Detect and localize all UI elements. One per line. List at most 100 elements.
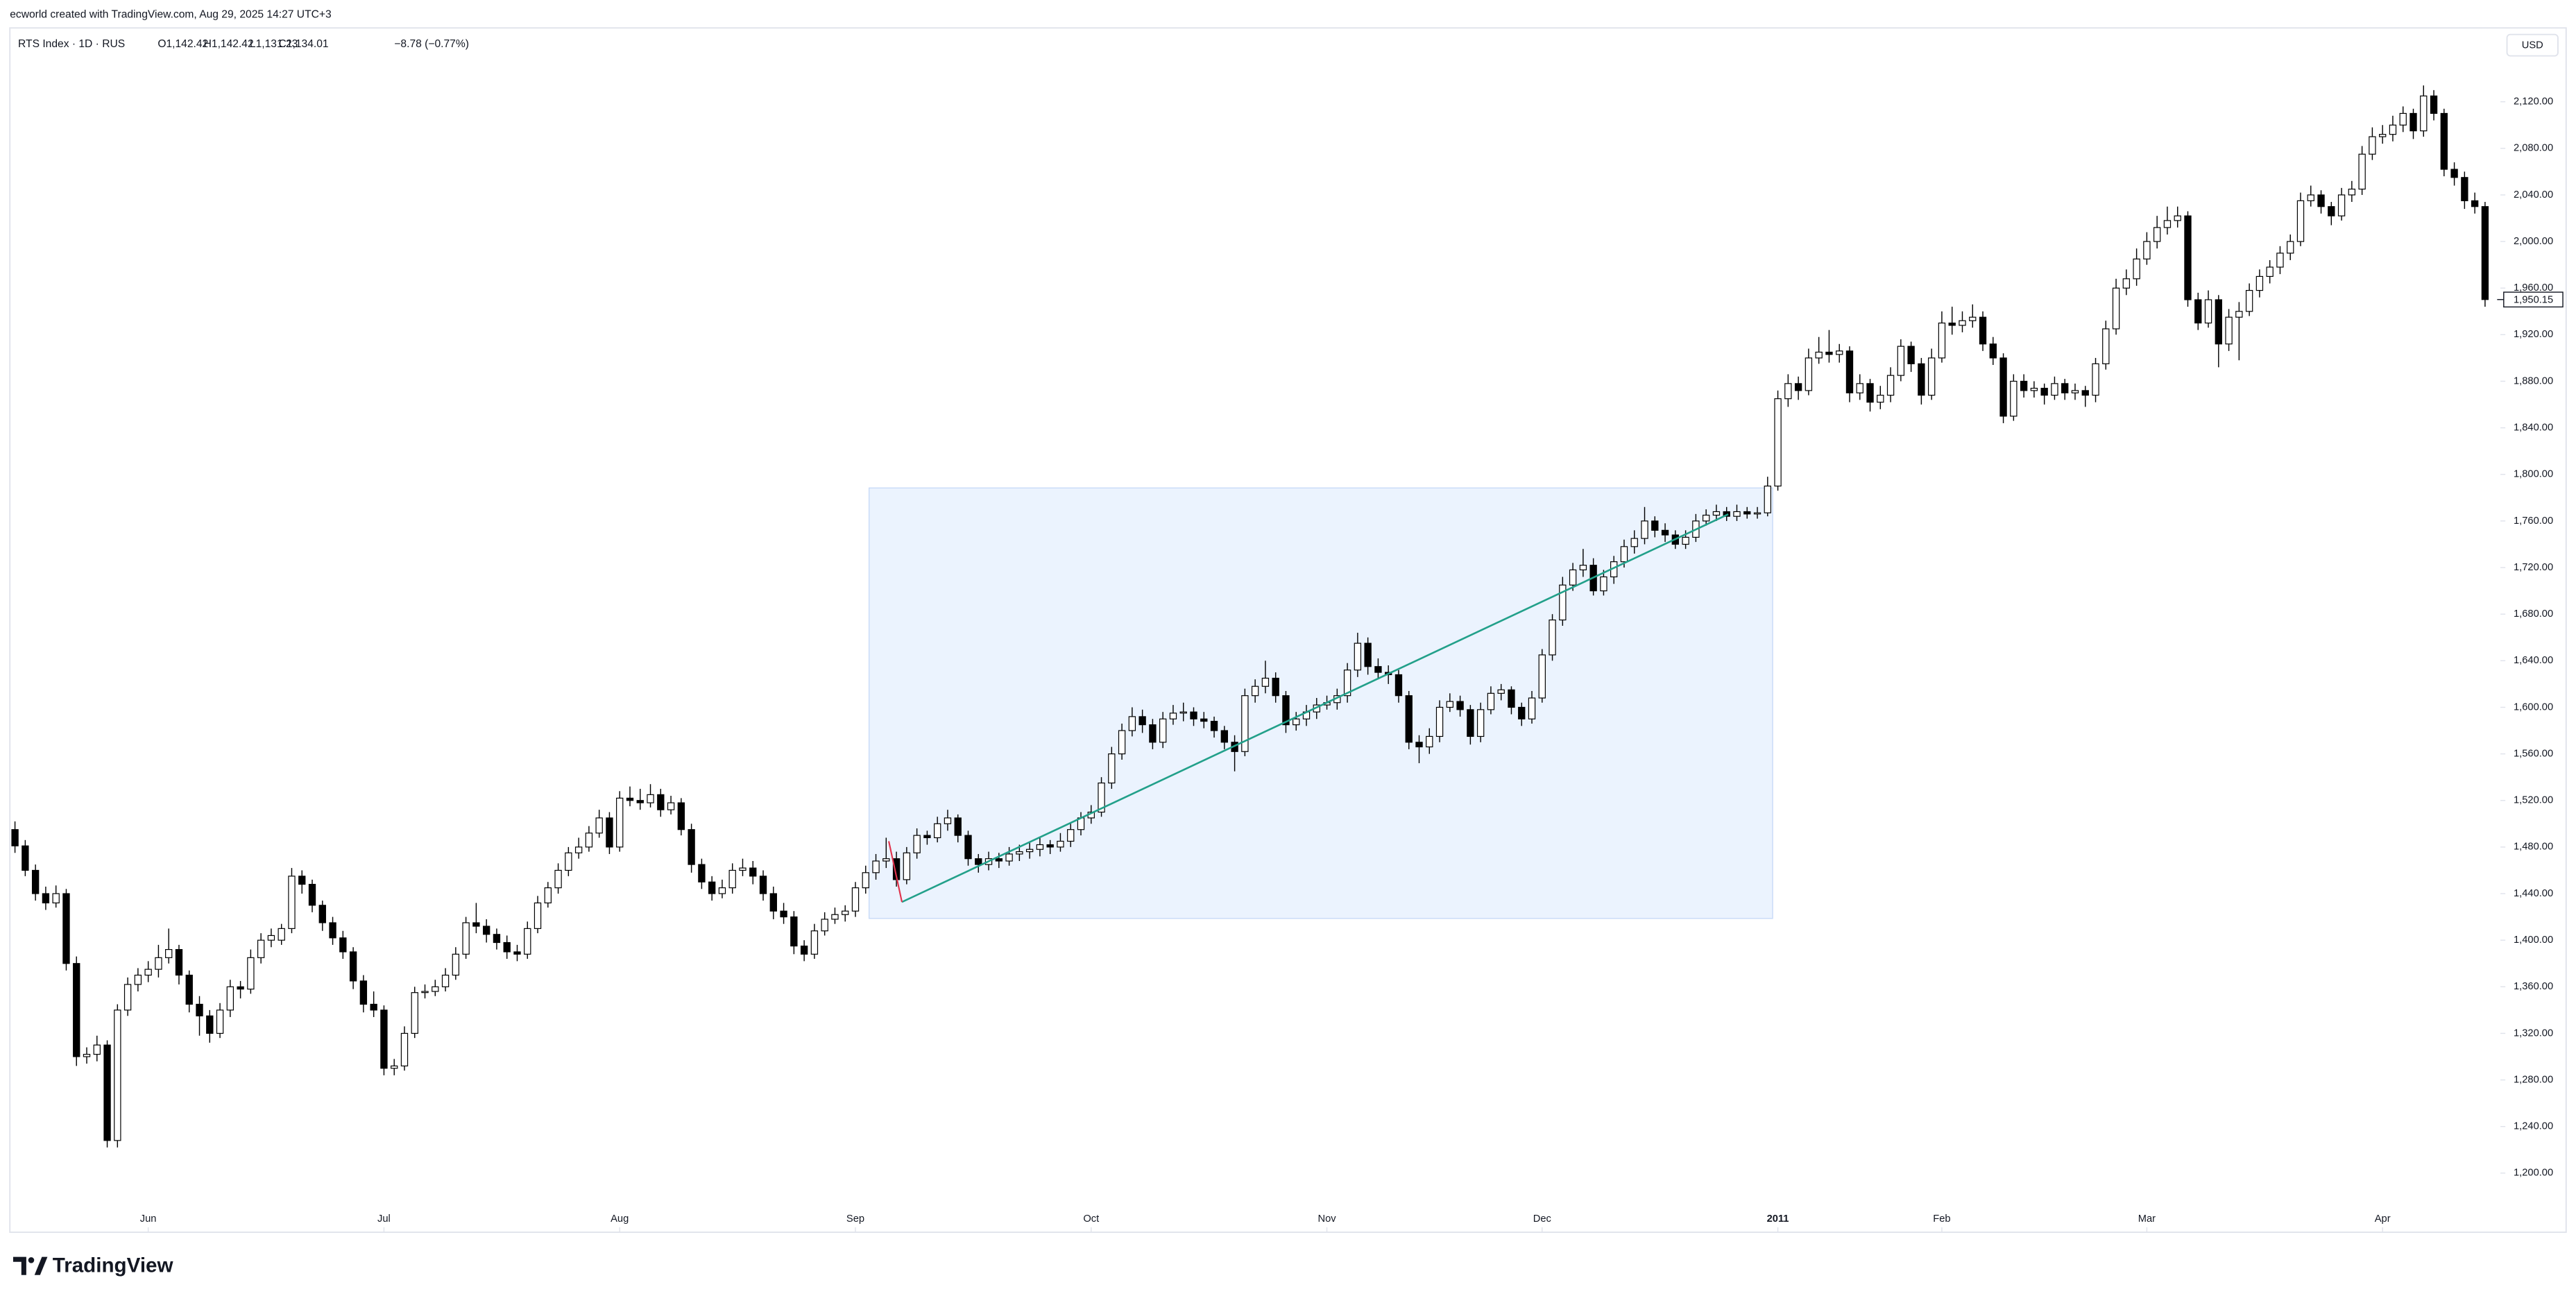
y-tick-label: 2,040.00 bbox=[2514, 189, 2553, 201]
candle-body bbox=[1528, 697, 1536, 719]
candle-body bbox=[524, 928, 531, 955]
candle-body bbox=[1025, 849, 1034, 853]
ohlc-close: C1,134.01 bbox=[279, 38, 329, 50]
candle-body bbox=[913, 835, 921, 853]
logo-slash bbox=[34, 1256, 48, 1275]
candle-body bbox=[1016, 851, 1023, 855]
trend-line bbox=[901, 513, 1729, 903]
candle-body bbox=[882, 858, 890, 862]
candle-body bbox=[718, 887, 726, 894]
candle-body bbox=[759, 876, 767, 894]
candle-body bbox=[1897, 346, 1905, 376]
candle-body bbox=[1999, 357, 2007, 417]
candle-body bbox=[831, 914, 839, 920]
candle-body bbox=[185, 974, 193, 1005]
candle-body bbox=[1600, 576, 1607, 592]
currency[interactable]: USD bbox=[2522, 40, 2543, 51]
candle-body bbox=[349, 951, 357, 982]
candle-body bbox=[2174, 215, 2181, 221]
y-tick-label: 1,400.00 bbox=[2514, 935, 2553, 946]
candle-body bbox=[1856, 383, 1863, 393]
y-tick-label: 1,680.00 bbox=[2514, 608, 2553, 620]
currency-box[interactable] bbox=[2506, 33, 2559, 57]
candle-body bbox=[513, 951, 521, 955]
candle-body bbox=[1733, 511, 1741, 517]
candle-body bbox=[1630, 538, 1638, 547]
candle-body bbox=[1559, 584, 1567, 621]
candle-body bbox=[493, 934, 501, 944]
candle-body bbox=[2420, 95, 2428, 132]
candle-body bbox=[2296, 200, 2305, 242]
candle-body bbox=[196, 1003, 203, 1016]
candle-body bbox=[73, 963, 80, 1057]
y-tick-label: 1,560.00 bbox=[2514, 748, 2553, 759]
candle-body bbox=[636, 800, 644, 803]
candle-body bbox=[2440, 112, 2448, 170]
candle-body bbox=[2204, 299, 2212, 324]
candle-body bbox=[964, 835, 972, 860]
candle-body bbox=[123, 984, 132, 1011]
candle-body bbox=[359, 980, 368, 1005]
candle-body bbox=[1661, 529, 1669, 536]
candle-body bbox=[698, 864, 706, 883]
candle-body bbox=[2337, 194, 2346, 216]
candle-body bbox=[821, 919, 828, 932]
candle-body bbox=[134, 974, 142, 985]
candle-body bbox=[411, 992, 418, 1034]
candle-body bbox=[1067, 829, 1075, 842]
candle-body bbox=[2071, 390, 2079, 393]
candle-body bbox=[103, 1044, 111, 1141]
candle-body bbox=[452, 953, 460, 976]
candle-body bbox=[175, 948, 183, 976]
candle-body bbox=[2255, 275, 2264, 291]
candle-body bbox=[1969, 316, 1977, 321]
candle-body bbox=[400, 1032, 409, 1067]
candle-body bbox=[1220, 730, 1228, 743]
candle-body bbox=[2061, 383, 2069, 393]
candle-body bbox=[1774, 398, 1782, 487]
candle-body bbox=[247, 957, 255, 990]
candle-body bbox=[267, 935, 275, 941]
candle-body bbox=[2266, 266, 2274, 278]
candle-body bbox=[1948, 322, 1956, 326]
candle-body bbox=[432, 986, 439, 992]
candle-body bbox=[1046, 844, 1054, 848]
candle-body bbox=[554, 869, 562, 889]
y-tick-label: 1,920.00 bbox=[2514, 329, 2553, 340]
candle-body bbox=[1569, 569, 1577, 586]
candle-body bbox=[800, 945, 808, 955]
candle-body bbox=[2133, 258, 2140, 280]
candle-body bbox=[1241, 695, 1249, 752]
candle-body bbox=[216, 1009, 224, 1034]
candle-body bbox=[2051, 383, 2058, 396]
candle-body bbox=[1456, 701, 1464, 710]
candle-body bbox=[2102, 328, 2110, 364]
candle-body bbox=[1979, 316, 1987, 345]
candle-body bbox=[1138, 716, 1146, 726]
logo-mark bbox=[12, 1256, 26, 1275]
x-tick-label: Mar bbox=[2138, 1213, 2156, 1225]
x-tick-label: Apr bbox=[2375, 1213, 2391, 1225]
candle-body bbox=[380, 1009, 388, 1069]
candle-body bbox=[595, 817, 603, 834]
candle-body bbox=[42, 893, 50, 904]
candle-body bbox=[1159, 718, 1167, 743]
candle-body bbox=[544, 887, 552, 904]
candle-body bbox=[31, 869, 40, 894]
y-tick-label: 1,440.00 bbox=[2514, 888, 2553, 899]
y-tick-label: 1,280.00 bbox=[2514, 1074, 2553, 1085]
candle-body bbox=[503, 941, 511, 953]
y-tick-label: 1,640.00 bbox=[2514, 655, 2553, 666]
candle-body bbox=[1426, 735, 1433, 748]
candle-body bbox=[2379, 134, 2387, 137]
candle-body bbox=[944, 817, 952, 824]
candle-body bbox=[1989, 343, 1997, 359]
candle-body bbox=[472, 922, 480, 927]
legend: RTS Index · 1D · RUS O1,142.42 H1,142.42… bbox=[18, 38, 469, 50]
candle-body bbox=[647, 794, 654, 803]
candle-body bbox=[2092, 363, 2099, 396]
x-tick-label: Dec bbox=[1533, 1213, 1551, 1225]
candle-body bbox=[2450, 169, 2458, 178]
candle-body bbox=[1405, 695, 1413, 743]
